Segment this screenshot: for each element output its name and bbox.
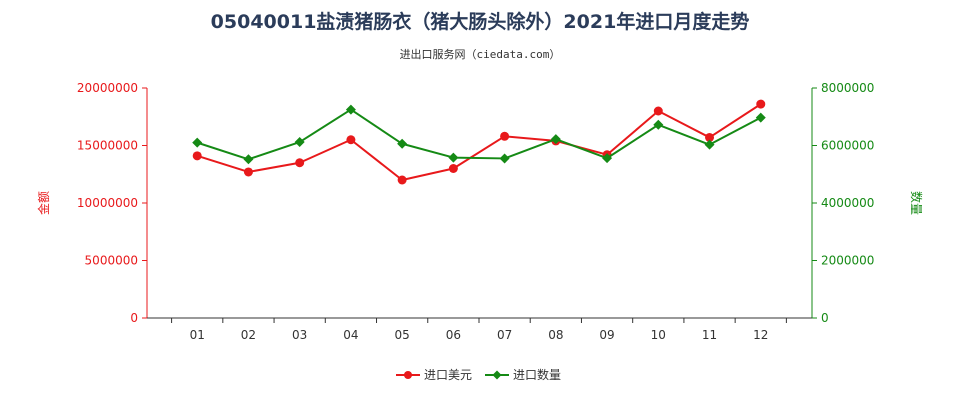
legend-label-quantity: 进口数量 <box>513 367 561 382</box>
data-point-usd <box>653 106 663 116</box>
x-tick-label: 08 <box>548 328 563 342</box>
legend-marker-quantity <box>492 370 502 380</box>
data-point-quantity <box>192 137 203 148</box>
data-point-usd <box>397 175 407 185</box>
x-tick-label: 12 <box>753 328 768 342</box>
data-point-usd <box>448 164 458 173</box>
data-point-usd <box>756 99 766 109</box>
y-left-tick-label: 0 <box>130 311 138 325</box>
data-point-usd <box>346 135 356 145</box>
y-right-tick-label: 8000000 <box>821 81 874 95</box>
y-right-tick-label: 2000000 <box>821 254 874 268</box>
y-left-tick-label: 10000000 <box>77 196 138 210</box>
x-tick-label: 03 <box>292 328 307 342</box>
y-left-tick-label: 20000000 <box>77 81 138 95</box>
data-point-quantity <box>448 152 459 163</box>
legend: 进口美元 进口数量 <box>396 367 561 382</box>
x-tick-label: 01 <box>190 328 205 342</box>
legend-marker-usd <box>404 371 412 379</box>
series-line-quantity <box>196 108 762 161</box>
data-point-quantity <box>499 153 510 164</box>
y-right-tick-label: 4000000 <box>821 196 874 210</box>
x-tick-label: 11 <box>702 328 717 342</box>
x-tick-label: 05 <box>394 328 409 342</box>
y-right-tick-label: 0 <box>821 311 829 325</box>
data-point-usd <box>192 151 202 161</box>
data-point-quantity <box>755 112 766 123</box>
x-tick-label: 04 <box>343 328 358 342</box>
data-point-usd <box>295 158 305 168</box>
data-point-usd <box>500 131 510 141</box>
y-left-tick-label: 5000000 <box>85 254 138 268</box>
series-layer <box>192 99 766 185</box>
x-tick-label: 09 <box>599 328 614 342</box>
data-point-usd <box>705 132 715 142</box>
data-point-usd <box>243 167 253 177</box>
data-point-quantity <box>294 137 305 148</box>
series-line-usd <box>196 103 762 181</box>
data-point-quantity <box>704 139 715 150</box>
data-point-quantity <box>653 119 664 130</box>
data-point-quantity <box>243 154 254 165</box>
data-point-quantity <box>345 104 356 115</box>
x-tick-label: 07 <box>497 328 512 342</box>
chart-title: 05040011盐渍猪肠衣（猪大肠头除外）2021年进口月度走势 <box>211 10 750 33</box>
chart-subtitle: 进出口服务网（ciedata.com） <box>400 47 561 61</box>
x-tick-label: 02 <box>241 328 256 342</box>
x-tick-label: 06 <box>446 328 461 342</box>
y-left-tick-label: 15000000 <box>77 139 138 153</box>
y-axis-right-label: 数量 <box>909 191 924 215</box>
data-point-quantity <box>397 138 408 149</box>
x-tick-label: 10 <box>651 328 666 342</box>
data-point-quantity <box>602 153 613 164</box>
legend-label-usd: 进口美元 <box>424 368 472 382</box>
y-right-tick-label: 6000000 <box>821 139 874 153</box>
y-axis-left-label: 金额 <box>36 191 51 215</box>
data-point-quantity <box>550 134 561 145</box>
axes: 0 5000000 10000000 15000000 20000000 0 2000000… <box>77 81 875 342</box>
